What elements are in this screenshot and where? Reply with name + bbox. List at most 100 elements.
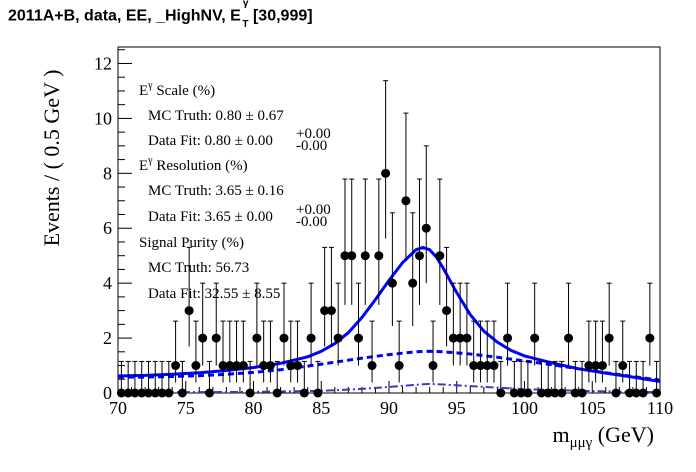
- data-marker: [591, 361, 601, 371]
- chart-title: 2011A+B, data, EE, _HighNV, EγT [30,999]: [8, 0, 313, 30]
- data-marker: [631, 388, 641, 398]
- data-point: [604, 282, 614, 366]
- data-marker: [198, 333, 208, 343]
- y-tick-label: 2: [103, 328, 112, 348]
- y-axis: 0 2 4 6 8 10 12: [94, 49, 132, 403]
- data-point: [503, 282, 513, 366]
- data-point: [618, 320, 628, 383]
- y-tick-label: 6: [103, 218, 112, 238]
- y-tick-label: 0: [103, 383, 112, 403]
- data-point: [591, 320, 601, 383]
- data-point: [177, 360, 187, 398]
- data-point: [232, 320, 242, 383]
- data-points: [116, 80, 662, 398]
- data-marker: [482, 361, 492, 371]
- x-axis-label: mμμγ (GeV): [552, 422, 654, 451]
- data-marker: [570, 388, 580, 398]
- data-marker: [299, 388, 309, 398]
- data-point: [625, 360, 635, 398]
- y-axis-label: Events / ( 0.5 GeV ): [39, 70, 64, 247]
- data-marker: [516, 388, 526, 398]
- data-point: [137, 360, 147, 398]
- data-point: [516, 360, 526, 398]
- data-marker: [191, 361, 201, 371]
- data-marker: [408, 278, 418, 288]
- data-point: [536, 360, 546, 398]
- resolution-heading: Eγ Resolution (%): [139, 155, 248, 174]
- data-point: [543, 360, 553, 398]
- data-marker: [543, 388, 553, 398]
- purity-heading: Signal Purity (%): [139, 235, 244, 251]
- y-tick-label: 8: [103, 163, 112, 183]
- data-marker: [218, 361, 228, 371]
- data-marker: [584, 361, 594, 371]
- title-range: [30,999]: [252, 7, 313, 25]
- x-tick-label: 105: [579, 398, 606, 418]
- data-point: [597, 320, 607, 383]
- data-point: [198, 282, 208, 366]
- purity-data-fit: Data Fit: 32.55 ± 8.55: [148, 286, 280, 302]
- data-marker: [171, 361, 181, 371]
- data-marker: [238, 361, 248, 371]
- purity-mc-truth: MC Truth: 56.73: [148, 260, 249, 276]
- data-point: [225, 320, 235, 383]
- data-point: [509, 360, 519, 398]
- resolution-mc-truth: MC Truth: 3.65 ± 0.16: [148, 183, 284, 199]
- data-point: [157, 360, 167, 398]
- fit-annotations: Eγ Scale (%) MC Truth: 0.80 ± 0.67 Data …: [139, 80, 331, 302]
- data-point: [313, 360, 323, 398]
- data-point: [469, 320, 479, 383]
- data-point: [238, 320, 248, 383]
- data-point: [265, 320, 275, 383]
- data-point: [394, 320, 404, 383]
- data-point: [374, 178, 384, 305]
- data-point: [564, 282, 574, 366]
- background-fit-curve: [118, 349, 661, 382]
- data-marker: [428, 361, 438, 371]
- data-point: [191, 320, 201, 383]
- data-marker: [259, 361, 269, 371]
- y-tick-label: 12: [94, 53, 112, 73]
- data-point: [340, 178, 350, 305]
- y-tick-label: 4: [103, 273, 112, 293]
- data-point: [245, 360, 255, 398]
- data-marker: [489, 361, 499, 371]
- data-point: [184, 246, 194, 347]
- scale-fit-up: +0.00: [296, 126, 331, 142]
- y-tick-label: 10: [94, 108, 112, 128]
- data-marker: [211, 333, 221, 343]
- data-marker: [354, 333, 364, 343]
- data-marker: [225, 361, 235, 371]
- data-marker: [150, 388, 160, 398]
- data-point: [130, 360, 140, 398]
- data-marker: [401, 196, 411, 206]
- data-marker: [164, 388, 174, 398]
- data-marker: [604, 333, 614, 343]
- data-point: [360, 178, 370, 305]
- data-marker: [184, 306, 194, 316]
- data-point: [381, 80, 391, 239]
- data-point: [428, 320, 438, 383]
- data-point: [272, 360, 282, 398]
- data-point: [414, 178, 424, 305]
- data-point: [421, 145, 431, 284]
- x-tick-label: 80: [245, 398, 263, 418]
- data-point: [204, 360, 214, 398]
- data-point: [475, 320, 485, 383]
- data-point: [408, 212, 418, 327]
- data-point: [584, 320, 594, 383]
- data-point: [306, 282, 316, 366]
- data-point: [354, 282, 364, 366]
- data-point: [347, 178, 357, 305]
- data-marker: [442, 306, 452, 316]
- data-marker: [320, 306, 330, 316]
- data-point: [123, 360, 133, 398]
- data-marker: [523, 388, 533, 398]
- data-marker: [638, 388, 648, 398]
- data-marker: [367, 361, 377, 371]
- scale-fit-down: -0.00: [296, 138, 327, 154]
- data-point: [279, 282, 289, 366]
- data-point: [326, 246, 336, 347]
- x-tick-label: 90: [380, 398, 398, 418]
- data-point: [482, 320, 492, 383]
